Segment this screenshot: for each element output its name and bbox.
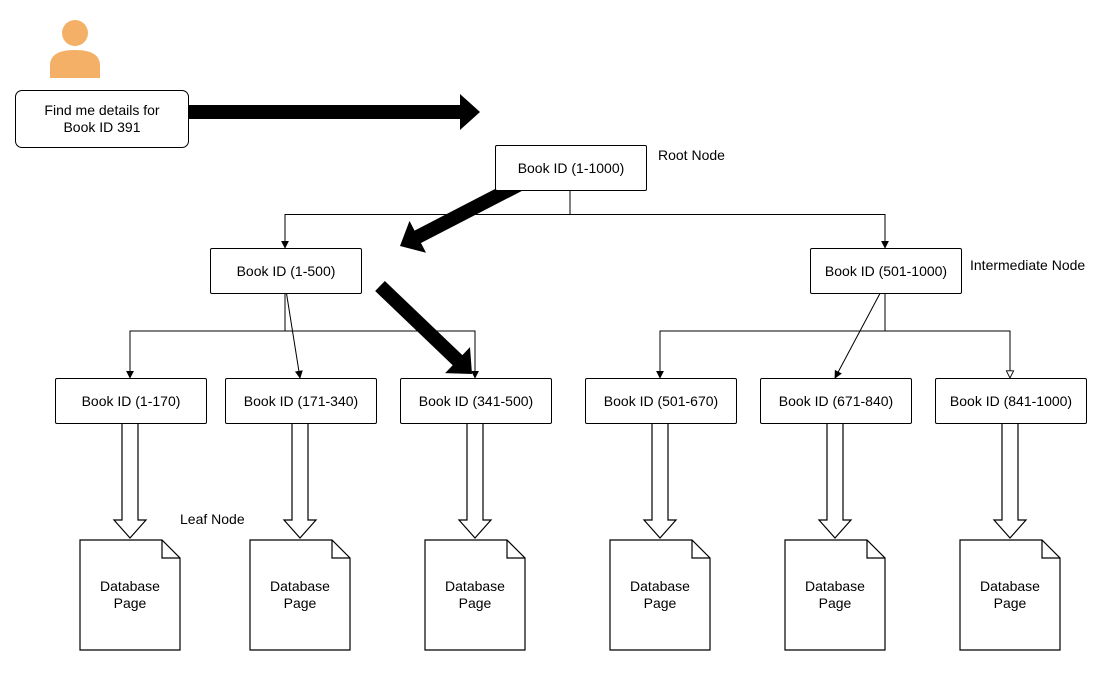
edge-right-r1 bbox=[660, 284, 885, 378]
edge-right-r2 bbox=[835, 284, 885, 378]
hollow-arrow-3 bbox=[644, 416, 676, 538]
tree-node-r2: Book ID (671-840) bbox=[760, 378, 912, 424]
annotation-intermediate: Intermediate Node bbox=[970, 257, 1085, 273]
tree-node-label: Book ID (341-500) bbox=[419, 393, 533, 409]
db-page-label: DatabasePage bbox=[100, 578, 160, 613]
tree-node-label: Book ID (501-1000) bbox=[825, 263, 947, 279]
db-page-4: DatabasePage bbox=[785, 540, 885, 650]
db-page-3: DatabasePage bbox=[610, 540, 710, 650]
tree-node-label: Book ID (1-1000) bbox=[518, 160, 625, 176]
edge-root-right bbox=[570, 181, 885, 248]
tree-node-root: Book ID (1-1000) bbox=[495, 145, 647, 191]
db-page-label: DatabasePage bbox=[805, 578, 865, 613]
tree-node-label: Book ID (1-500) bbox=[237, 263, 336, 279]
tree-node-r1: Book ID (501-670) bbox=[585, 378, 737, 424]
hollow-arrow-4 bbox=[819, 416, 851, 538]
edge-left-l1 bbox=[130, 284, 285, 378]
db-page-2: DatabasePage bbox=[425, 540, 525, 650]
db-page-label: DatabasePage bbox=[980, 578, 1040, 613]
tree-node-l2: Book ID (171-340) bbox=[225, 378, 377, 424]
db-page-0: DatabasePage bbox=[80, 540, 180, 650]
annotation-leaf: Leaf Node bbox=[180, 511, 245, 527]
tree-node-label: Book ID (1-170) bbox=[82, 393, 181, 409]
annotation-root: Root Node bbox=[658, 147, 725, 163]
tree-node-r3: Book ID (841-1000) bbox=[935, 378, 1087, 424]
bold-arrow-0 bbox=[178, 94, 480, 130]
hollow-arrow-5 bbox=[994, 416, 1026, 538]
db-page-label: DatabasePage bbox=[630, 578, 690, 613]
tree-node-left: Book ID (1-500) bbox=[210, 248, 362, 294]
db-page-1: DatabasePage bbox=[250, 540, 350, 650]
hollow-arrow-2 bbox=[459, 416, 491, 538]
query-box: Find me details forBook ID 391 bbox=[15, 90, 189, 148]
tree-node-l1: Book ID (1-170) bbox=[55, 378, 207, 424]
user-icon bbox=[50, 20, 100, 78]
tree-node-l3: Book ID (341-500) bbox=[400, 378, 552, 424]
hollow-arrow-1 bbox=[284, 416, 316, 538]
tree-node-label: Book ID (671-840) bbox=[779, 393, 893, 409]
edge-left-l2 bbox=[285, 284, 300, 378]
edge-root-left bbox=[285, 181, 570, 248]
bold-arrow-2 bbox=[375, 281, 472, 374]
tree-node-label: Book ID (171-340) bbox=[244, 393, 358, 409]
db-page-label: DatabasePage bbox=[445, 578, 505, 613]
db-page-5: DatabasePage bbox=[960, 540, 1060, 650]
tree-node-right: Book ID (501-1000) bbox=[810, 248, 962, 294]
db-page-label: DatabasePage bbox=[270, 578, 330, 613]
edge-left-l3 bbox=[285, 284, 475, 378]
hollow-arrow-0 bbox=[114, 416, 146, 538]
edge-right-r3 bbox=[885, 284, 1010, 378]
query-text: Find me details forBook ID 391 bbox=[44, 102, 159, 137]
tree-node-label: Book ID (501-670) bbox=[604, 393, 718, 409]
tree-node-label: Book ID (841-1000) bbox=[950, 393, 1072, 409]
